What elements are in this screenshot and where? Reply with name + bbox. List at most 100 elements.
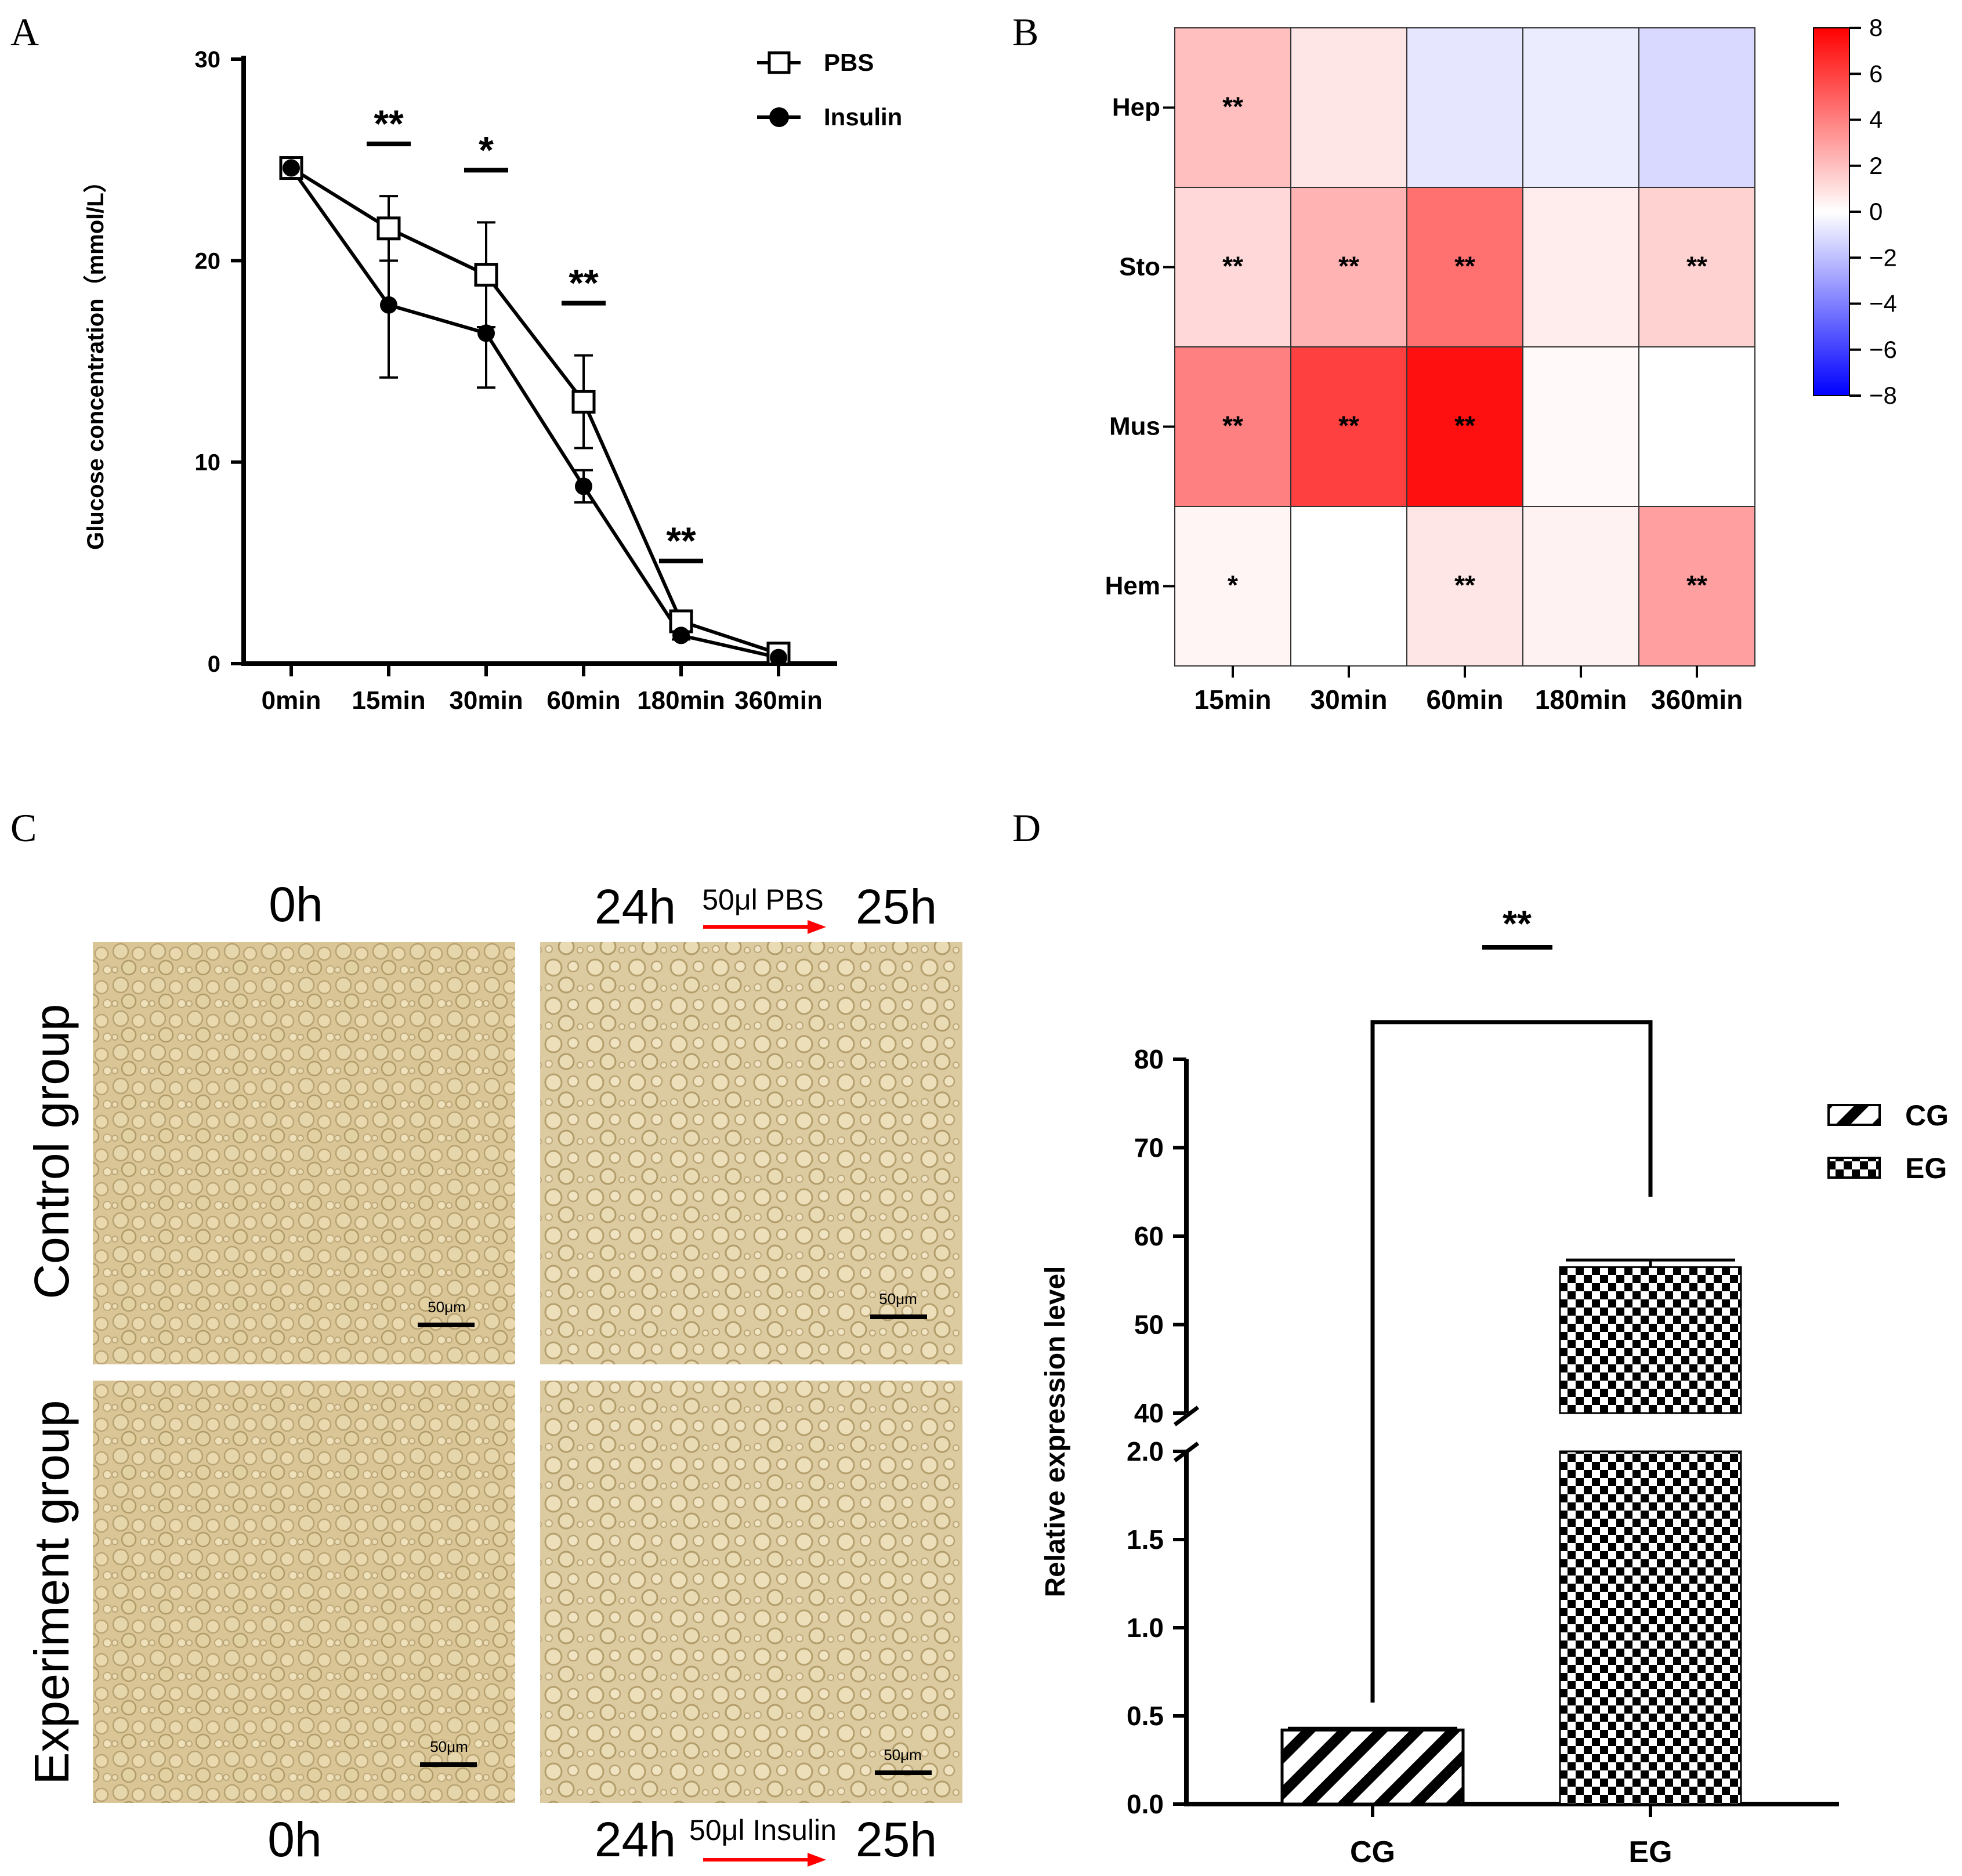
panel-b-heatmap: Hep Sto Mus Hem 15min 30min 60min 180min 360min… [1105,14,1897,715]
b-row-label: Mus [1109,412,1160,441]
b-heatmap-cell [1406,187,1523,347]
b-colorbar-tick-label: 0 [1869,198,1883,225]
d-bar-eg-upper [1559,1266,1742,1414]
c-scalebar-3-label: 50μm [430,1738,468,1755]
d-y-tick-label: 0.0 [1127,1789,1164,1819]
b-col-label: 360min [1651,685,1743,715]
panel-label-a: A [10,10,39,54]
b-heatmap-cell [1174,187,1291,347]
b-cell-significance: ** [1686,251,1707,281]
b-heatmap-cell [1638,27,1755,188]
d-y-tick-label: 50 [1134,1310,1164,1340]
a-x-tick-label: 360min [734,686,823,715]
b-cell-significance: * [1228,570,1238,600]
panel-label-c: C [10,806,37,850]
d-legend: CG EG [1827,1099,1949,1185]
a-significance-stars: ** [374,102,404,145]
b-colorbar-tick-label: 4 [1869,106,1883,133]
a-y-axis-label: Glucose concentration（mmol/L） [83,169,108,550]
panel-d-bar-chart: 0.0 0.5 1.0 1.5 2.0 40 50 60 70 80 CG EG Relative … [1040,903,1949,1869]
b-heatmap-cell [1174,27,1291,188]
b-heatmap-cell [1522,187,1639,347]
b-row-label: Hep [1112,93,1160,122]
b-row-label: Hem [1105,572,1160,600]
c-image-control-0h [93,942,515,1364]
b-heatmap-cell [1174,506,1291,667]
a-legend-pbs-label: PBS [824,49,874,76]
d-legend-cg-label: CG [1905,1099,1949,1132]
c-top-right-end: 25h [856,879,937,934]
a-x-tick-label: 30min [449,686,523,715]
d-x-tick-label: EG [1628,1835,1672,1869]
a-point-insulin [283,159,300,177]
a-legend: PBS Insulin [757,49,902,131]
d-y-tick-label: 40 [1134,1398,1164,1428]
a-y-tick-label: 0 [208,651,220,677]
d-bar-eg-lower [1559,1450,1742,1805]
panel-label-d: D [1012,806,1041,850]
c-image-experiment-0h [93,1381,515,1803]
b-colorbar-tick-label: 2 [1869,152,1883,179]
c-image-control-25h [540,942,962,1364]
a-y-tick-label: 30 [195,47,221,73]
d-y-tick-label: 70 [1134,1133,1164,1163]
c-bottom-left-time: 0h [267,1812,321,1867]
b-heatmap-cell [1174,346,1291,507]
a-point-pbs [377,216,401,241]
c-top-arrowhead [808,920,826,934]
b-heatmap-cell [1638,187,1755,347]
d-legend-cg-swatch [1827,1104,1881,1126]
c-bottom-arrowhead [808,1853,826,1867]
panel-c-micrographs: 0h 24h 50μl PBS 25h 50μm 50μm 50μm 50μm … [24,877,962,1867]
b-heatmap-cell [1406,506,1523,667]
b-heatmap-cell [1406,27,1523,188]
c-top-right-start: 24h [595,879,676,934]
d-legend-eg-label: EG [1905,1152,1947,1185]
b-heatmap-cell [1522,346,1639,507]
c-scalebar-2-label: 50μm [879,1290,917,1308]
b-colorbar-tick-label: −4 [1869,290,1897,317]
a-significance-stars: ** [666,519,696,562]
c-row-label-experiment: Experiment group [24,1400,79,1784]
a-significance-stars: * [479,128,494,171]
a-x-tick-label: 60min [546,686,620,715]
a-legend-insulin-marker [769,107,789,127]
b-heatmap-cell [1290,506,1407,667]
b-col-label: 60min [1427,685,1504,715]
a-point-insulin [380,296,397,314]
b-colorbar-tick-label: −8 [1869,382,1897,409]
b-cell-significance: ** [1338,411,1359,441]
d-y-tick-label: 60 [1134,1221,1164,1251]
a-y-tick-label: 20 [195,248,221,274]
c-scalebar-1-label: 50μm [428,1298,466,1316]
a-x-tick-label: 15min [352,686,425,715]
c-row-label-control: Control group [24,1004,79,1299]
c-image-experiment-25h [540,1381,962,1803]
b-cell-significance: ** [1686,570,1707,600]
d-bar-cg [1280,1728,1465,1806]
c-bottom-right-end: 25h [856,1812,937,1867]
b-cell-significance: ** [1454,251,1475,281]
c-top-left-time: 0h [269,877,323,932]
b-cell-significance: ** [1338,251,1359,281]
c-bottom-treatment: 50μl Insulin [689,1814,837,1846]
b-colorbar-tick-label: −6 [1869,336,1897,363]
b-heatmap-cell [1638,346,1755,507]
a-series-line-pbs [290,166,779,655]
c-top-treatment: 50μl PBS [702,883,823,916]
b-heatmap-cell [1638,506,1755,667]
b-cell-significance: ** [1222,411,1243,441]
b-colorbar-tick-label: 6 [1869,60,1883,87]
a-point-pbs [571,389,596,414]
b-cell-significance: ** [1222,251,1243,281]
b-cell-significance: ** [1222,92,1243,122]
a-point-insulin [770,649,787,667]
b-col-label: 15min [1194,685,1272,715]
d-significance-stars: ** [1503,903,1532,944]
d-y-axis-label: Relative expression level [1040,1266,1071,1598]
b-colorbar [1813,27,1850,396]
a-point-insulin [575,477,592,495]
a-legend-insulin-label: Insulin [824,103,902,131]
